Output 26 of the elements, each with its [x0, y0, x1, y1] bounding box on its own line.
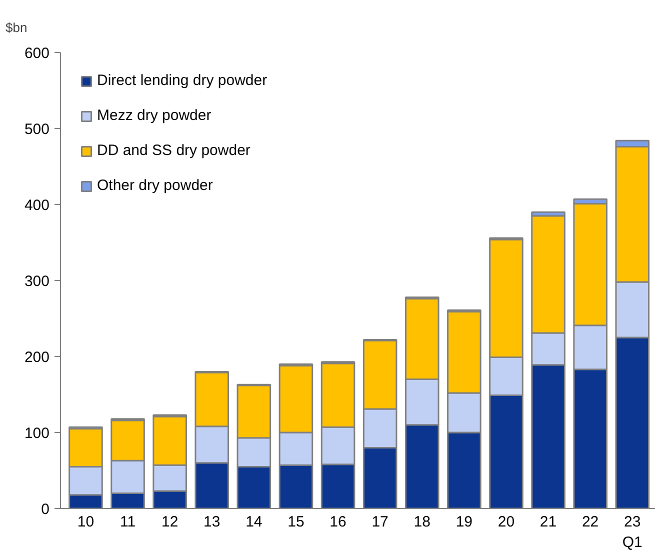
legend-label: Mezz dry powder: [97, 107, 212, 124]
x-tick-label: 20: [498, 514, 515, 530]
y-tick-label: 500: [24, 121, 50, 138]
y-tick-label: 0: [41, 501, 50, 518]
x-tick-label: 14: [246, 514, 262, 530]
x-tick-label: 17: [372, 514, 388, 530]
x-tick-label: 19: [456, 514, 473, 530]
legend-label: Other dry powder: [97, 177, 213, 194]
y-axis-title: $bn: [6, 20, 28, 35]
x-tick-label: 22: [582, 514, 599, 530]
x-tick-label: 10: [77, 514, 94, 530]
y-tick-label: 600: [24, 45, 50, 62]
legend-label: Direct lending dry powder: [97, 72, 268, 89]
x-tick-label: 16: [330, 514, 346, 530]
x-tick-label: 12: [161, 514, 178, 530]
y-tick-label: 100: [24, 425, 50, 442]
x-tick-label: 21: [540, 514, 557, 530]
y-tick-label: 300: [24, 273, 50, 290]
x-tick-label: 11: [120, 514, 136, 530]
legend-label: DD and SS dry powder: [97, 142, 250, 159]
x-tick-label: 15: [288, 514, 304, 530]
x-tick-label: 18: [414, 514, 430, 530]
y-tick-label: 400: [24, 197, 50, 214]
x-tick-label: 13: [204, 514, 220, 530]
y-tick-label: 200: [24, 349, 50, 366]
x-tick-label: 23 Q1: [622, 514, 642, 551]
